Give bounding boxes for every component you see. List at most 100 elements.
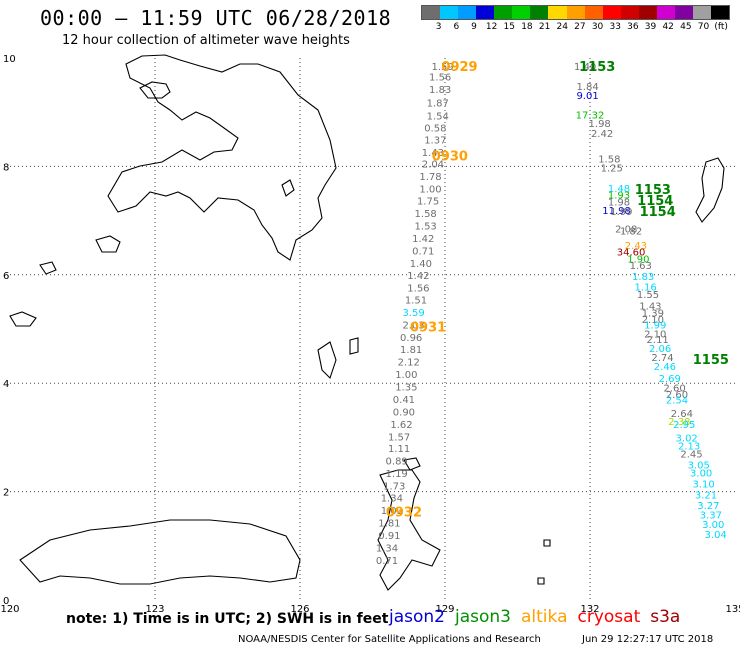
lat-tick-label: 0 bbox=[3, 596, 9, 607]
wave-height-reading: 2.10 bbox=[644, 329, 666, 340]
coastline-bohol bbox=[139, 81, 171, 99]
lat-tick-label: 8 bbox=[3, 162, 9, 173]
wave-height-reading: 0.96 bbox=[400, 333, 422, 344]
coastline-basilan bbox=[39, 261, 57, 275]
coastline-morotai bbox=[403, 457, 421, 471]
wave-height-reading: 2.74 bbox=[651, 353, 673, 364]
wave-height-reading: 9.01 bbox=[576, 91, 598, 102]
wave-height-reading: 1.34 bbox=[376, 543, 398, 554]
colorbar-unit-label: (ft) bbox=[714, 22, 728, 32]
wave-height-reading: 1.99 bbox=[610, 207, 632, 218]
coastline-halmahera bbox=[377, 469, 441, 591]
satellite-legend-item: jason3 bbox=[455, 607, 511, 627]
wave-height-reading: 17.32 bbox=[576, 110, 605, 121]
pass-time-label: 1154 bbox=[640, 205, 676, 220]
colorbar-label: 45 bbox=[680, 22, 692, 32]
colorbar-swatch bbox=[494, 6, 513, 19]
coastline-sangihe bbox=[317, 341, 337, 380]
colorbar-label: 3 bbox=[435, 22, 442, 32]
pass-time-label: 1154 bbox=[637, 194, 673, 209]
wave-height-reading: 2.60 bbox=[663, 384, 685, 395]
coastline-zamboanga bbox=[95, 235, 121, 253]
colorbar-swatch bbox=[674, 6, 693, 19]
wave-height-reading: 2.46 bbox=[654, 362, 676, 373]
coastlines bbox=[9, 54, 725, 591]
colorbar-swatch bbox=[711, 6, 730, 19]
colorbar-swatch bbox=[422, 6, 441, 19]
wave-height-reading: 1.40 bbox=[574, 62, 596, 73]
colorbar-label: 27 bbox=[574, 22, 586, 32]
coastline-mindanao bbox=[107, 54, 337, 261]
wave-height-reading: 1.81 bbox=[378, 518, 400, 529]
wave-height-reading: 1.51 bbox=[405, 296, 427, 307]
colorbar-swatch bbox=[584, 6, 603, 19]
wave-height-reading: 1.87 bbox=[427, 98, 449, 109]
wave-height-reading: 0.90 bbox=[393, 407, 415, 418]
colorbar-swatch bbox=[620, 6, 639, 19]
wave-height-reading: 1.16 bbox=[634, 283, 656, 294]
wave-height-reading: 2.10 bbox=[642, 315, 664, 326]
wave-height-reading: 3.05 bbox=[688, 461, 710, 472]
wave-height-reading: 1.37 bbox=[424, 135, 446, 146]
wave-height-reading: 1.75 bbox=[417, 197, 439, 208]
satellite-legend-item: altika bbox=[521, 607, 568, 627]
wave-height-reading: 1.03 bbox=[381, 506, 403, 517]
wave-height-reading: 0.58 bbox=[424, 123, 446, 134]
wave-height-reading: 2.42 bbox=[591, 129, 613, 140]
colorbar-label: 24 bbox=[556, 22, 568, 32]
wave-height-reading: 2.43 bbox=[625, 241, 647, 252]
colorbar-label: 33 bbox=[609, 22, 621, 32]
colorbar bbox=[421, 5, 730, 20]
wave-height-reading: 1.83 bbox=[429, 85, 451, 96]
footer-note: note: 1) Time is in UTC; 2) SWH is in fe… bbox=[66, 611, 389, 627]
page-subtitle: 12 hour collection of altimeter wave hei… bbox=[62, 33, 350, 48]
wave-height-reading: 34.60 bbox=[617, 247, 646, 258]
pass-time-label: 0932 bbox=[386, 506, 422, 521]
colorbar-label: 70 bbox=[697, 22, 710, 32]
generated-timestamp: Jun 29 12:27:17 UTC 2018 bbox=[582, 634, 714, 645]
wave-height-reading: 1.81 bbox=[400, 345, 422, 356]
wave-height-reading: 1.00 bbox=[395, 370, 417, 381]
colorbar-label: 36 bbox=[627, 22, 639, 32]
wave-height-reading: 1.78 bbox=[419, 172, 441, 183]
wave-height-reading: 1.19 bbox=[386, 469, 408, 480]
wave-height-reading: 1.83 bbox=[632, 272, 654, 283]
pass-time-label: 0929 bbox=[441, 60, 477, 75]
lon-tick-label: 123 bbox=[145, 604, 164, 615]
wave-height-reading: 2.03 bbox=[402, 321, 424, 332]
colorbar-label: 9 bbox=[471, 22, 477, 32]
wave-height-reading: 1.99 bbox=[644, 321, 666, 332]
coastline-samal bbox=[281, 179, 295, 197]
coastline-sulu bbox=[9, 311, 37, 327]
wave-height-reading: 2.95 bbox=[673, 420, 695, 431]
pass-time-label: 0930 bbox=[432, 150, 468, 165]
coastline-small-east2 bbox=[537, 577, 545, 585]
coastline-talaud bbox=[349, 337, 359, 355]
wave-height-reading: 1.25 bbox=[601, 163, 623, 174]
wave-height-reading: 1.43 bbox=[639, 302, 661, 313]
wave-height-reading: 3.00 bbox=[690, 469, 712, 480]
wave-height-reading: 3.21 bbox=[695, 490, 717, 501]
wave-height-reading: 3.37 bbox=[700, 510, 722, 521]
wave-height-reading: 1.35 bbox=[395, 382, 417, 393]
colorbar-swatch bbox=[548, 6, 567, 19]
wave-height-reading: 1.39 bbox=[642, 309, 664, 320]
colorbar-swatch bbox=[692, 6, 711, 19]
coastline-palau bbox=[695, 157, 725, 223]
wave-height-reading: 1.58 bbox=[598, 154, 620, 165]
colorbar-swatch bbox=[656, 6, 675, 19]
wave-height-reading: 3.02 bbox=[676, 433, 698, 444]
wave-height-reading: 3.59 bbox=[402, 308, 424, 319]
wave-height-reading: 1.56 bbox=[429, 72, 451, 83]
wave-height-reading: 2.13 bbox=[678, 442, 700, 453]
pass-time-label: 1155 bbox=[693, 353, 729, 368]
wave-height-reading: 0.71 bbox=[376, 556, 398, 567]
wave-height-reading: 1.90 bbox=[627, 255, 649, 266]
lat-tick-label: 4 bbox=[3, 379, 9, 390]
wave-height-reading: 1.42 bbox=[412, 234, 434, 245]
wave-height-reading: 1.59 bbox=[431, 62, 453, 73]
lon-tick-label: 129 bbox=[435, 604, 454, 615]
coastline-small-east bbox=[543, 539, 551, 547]
colorbar-swatch bbox=[512, 6, 531, 19]
